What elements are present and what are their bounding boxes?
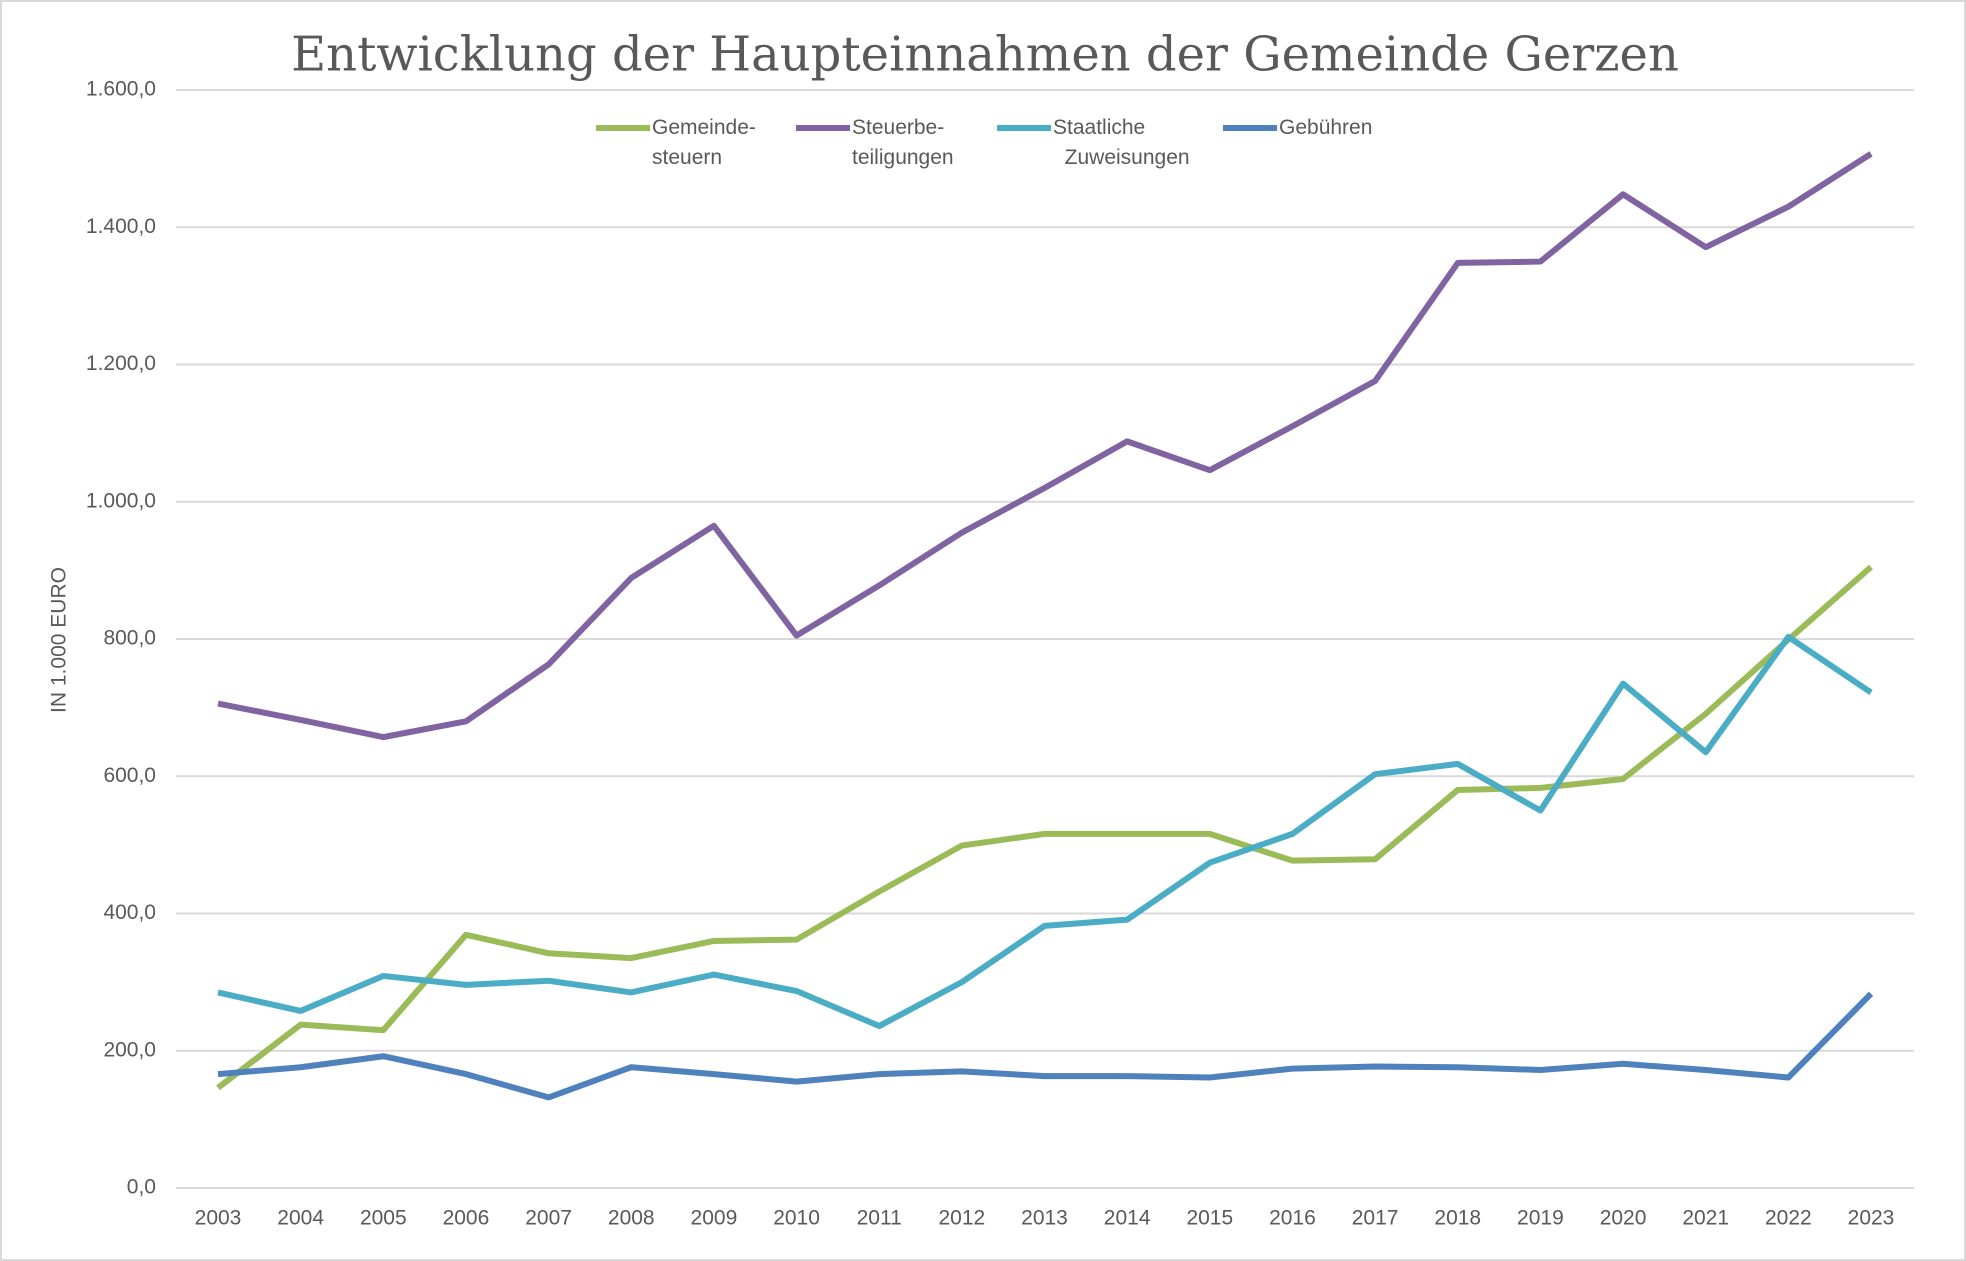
x-tick-label: 2012 <box>938 1207 985 1230</box>
chart-title: Entwicklung der Haupteinnahmen der Gemei… <box>291 27 1679 83</box>
x-tick-label: 2018 <box>1434 1207 1481 1230</box>
x-tick-label: 2021 <box>1682 1207 1729 1230</box>
y-tick-label: 800,0 <box>103 627 156 650</box>
y-tick-label: 600,0 <box>103 764 156 787</box>
y-tick-label: 1.000,0 <box>86 489 156 512</box>
x-tick-label: 2003 <box>195 1207 242 1230</box>
x-tick-label: 2007 <box>525 1207 572 1230</box>
x-tick-label: 2006 <box>443 1207 490 1230</box>
x-tick-label: 2008 <box>608 1207 655 1230</box>
y-tick-label: 1.600,0 <box>86 78 156 101</box>
x-tick-label: 2005 <box>360 1207 407 1230</box>
x-tick-label: 2009 <box>691 1207 738 1230</box>
y-axis-label: IN 1.000 EURO <box>48 567 71 713</box>
y-tick-label: 1.400,0 <box>86 215 156 238</box>
x-tick-label: 2014 <box>1104 1207 1151 1230</box>
x-tick-label: 2013 <box>1021 1207 1068 1230</box>
legend-label: Staatliche Zuweisungen <box>1053 116 1190 169</box>
x-tick-label: 2011 <box>857 1207 902 1230</box>
y-tick-label: 200,0 <box>103 1038 156 1061</box>
x-tick-label: 2022 <box>1765 1207 1812 1230</box>
legend-label: Gebühren <box>1279 116 1373 139</box>
y-tick-label: 0,0 <box>127 1176 156 1199</box>
x-tick-label: 2019 <box>1517 1207 1564 1230</box>
series-line <box>217 151 1873 741</box>
x-tick-label: 2020 <box>1600 1207 1647 1230</box>
legend-label: Steuerbe- teiligungen <box>852 116 954 169</box>
x-tick-label: 2016 <box>1269 1207 1316 1230</box>
legend-label: Gemeinde- steuern <box>652 116 756 169</box>
y-tick-label: 400,0 <box>103 901 156 924</box>
y-tick-label: 1.200,0 <box>86 352 156 375</box>
x-tick-label: 2023 <box>1848 1207 1895 1230</box>
series-line <box>217 633 1873 1030</box>
x-tick-label: 2010 <box>773 1207 820 1230</box>
series-line <box>217 991 1874 1101</box>
series-line <box>216 564 1873 1091</box>
x-tick-label: 2017 <box>1352 1207 1399 1230</box>
x-tick-label: 2015 <box>1186 1207 1233 1230</box>
x-tick-label: 2004 <box>277 1207 324 1230</box>
